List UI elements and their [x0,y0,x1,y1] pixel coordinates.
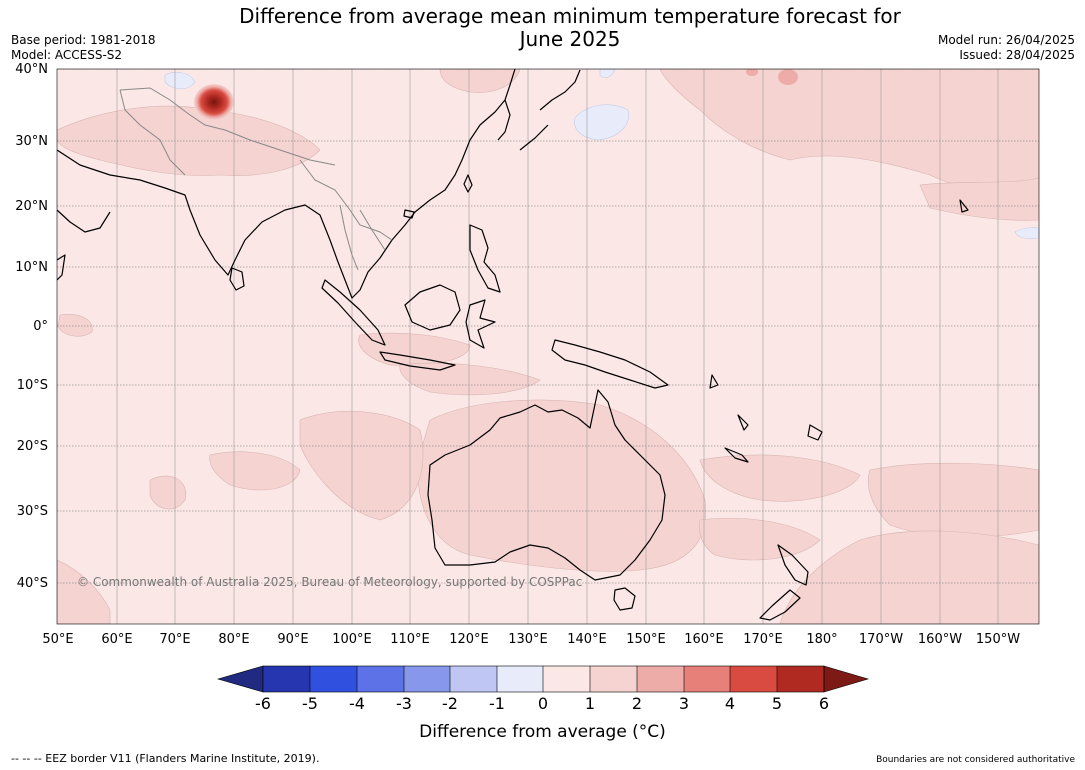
lon-label-110e: 110°E [390,632,430,647]
lon-label-120e: 120°E [449,632,489,647]
colorbar-tick: -6 [255,694,271,713]
boundaries-disclaimer: Boundaries are not considered authoritat… [876,755,1075,765]
lon-label-150w: 150°W [975,632,1021,647]
lat-label-20s: 20°S [16,439,48,454]
lat-label-10n: 10°N [15,260,48,275]
lat-label-0: 0° [33,319,48,334]
lon-label-70e: 70°E [159,632,191,647]
lat-label-20n: 20°N [15,199,48,214]
colorbar-tick: -5 [302,694,318,713]
lat-label-10s: 10°S [16,378,48,393]
copyright-notice: © Commonwealth of Australia 2025, Bureau… [77,575,583,589]
base-period-text: Base period: 1981-2018 [11,33,156,47]
lon-label-170w: 170°W [858,632,904,647]
colorbar-tick: 1 [584,694,596,713]
lon-label-170e: 170°E [743,632,783,647]
model-text: Model: ACCESS-S2 [11,48,123,62]
eez-border-note: -- -- -- EEZ border V11 (Flanders Marine… [11,752,320,765]
lon-label-60e: 60°E [101,632,133,647]
anomaly-neg1-0-regions [164,69,1039,240]
hotspot-anomaly [194,84,234,120]
lon-label-50e: 50°E [42,632,74,647]
colorbar-tick: 3 [678,694,690,713]
lon-label-90e: 90°E [277,632,309,647]
lon-label-140e: 140°E [567,632,607,647]
lat-label-30s: 30°S [16,504,48,519]
title-line-2: June 2025 [519,27,621,51]
lon-label-180: 180° [806,632,838,647]
colorbar-tick: -2 [442,694,458,713]
lon-label-80e: 80°E [218,632,250,647]
colorbar-tick: 5 [771,694,783,713]
colorbar-tick: 2 [631,694,643,713]
lat-label-30n: 30°N [15,134,48,149]
title-line-1: Difference from average mean minimum tem… [239,4,901,28]
anomaly-1-2-regions [57,69,1039,624]
colorbar [216,665,870,693]
map-plot-area [57,69,1039,624]
colorbar-tick: 0 [537,694,549,713]
colorbar-tick: -4 [349,694,365,713]
coastlines [57,69,969,621]
colorbar-label: Difference from average (°C) [419,722,666,742]
issued-text: Issued: 28/04/2025 [959,48,1075,62]
country-borders [119,87,393,271]
lon-label-160e: 160°E [684,632,724,647]
lon-label-160w: 160°W [917,632,963,647]
colorbar-tick: 4 [724,694,736,713]
lon-label-130e: 130°E [508,632,548,647]
colorbar-tick: -1 [489,694,505,713]
colorbar-tick: -3 [396,694,412,713]
model-run-text: Model run: 26/04/2025 [937,33,1075,47]
lat-label-40s: 40°S [16,576,48,591]
lat-label-40n: 40°N [15,62,48,77]
colorbar-tick: 6 [818,694,830,713]
lon-label-150e: 150°E [626,632,666,647]
lon-label-100e: 100°E [332,632,372,647]
